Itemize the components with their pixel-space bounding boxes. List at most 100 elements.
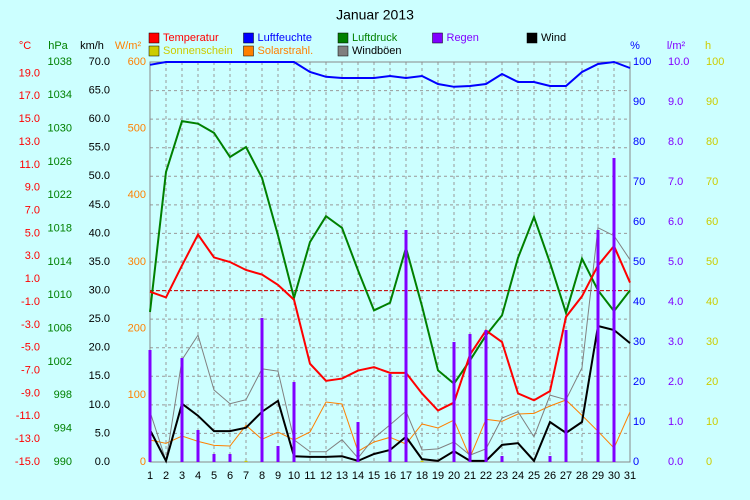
- y-tick-label: 19.0: [19, 67, 40, 79]
- y-tick-label: 1014: [48, 256, 72, 268]
- y-tick-label: 7.0: [668, 176, 683, 188]
- y-tick-label: 2.0: [668, 376, 683, 388]
- y-tick-label: 300: [128, 256, 146, 268]
- series-bar: [388, 374, 392, 462]
- y-tick-label: 15.0: [19, 113, 40, 125]
- series-bar: [196, 430, 200, 462]
- x-tick-label: 11: [304, 470, 315, 482]
- x-tick-label: 15: [368, 470, 380, 482]
- legend-swatch: [148, 45, 160, 57]
- x-tick-label: 18: [416, 470, 428, 482]
- y-tick-label: 50.0: [89, 170, 110, 182]
- legend-label: Luftfeuchte: [258, 32, 312, 44]
- series-bar: [244, 460, 248, 462]
- legend-label: Luftdruck: [352, 32, 398, 44]
- series-bar: [596, 230, 600, 462]
- legend-label: Regen: [447, 32, 479, 44]
- y-tick-label: 0.0: [668, 456, 683, 468]
- y-tick-label: 3.0: [25, 250, 40, 262]
- x-tick-label: 22: [480, 470, 492, 482]
- y-tick-label: 60: [633, 216, 645, 228]
- x-tick-label: 2: [163, 470, 169, 482]
- y-tick-label: 80: [706, 136, 718, 148]
- y-tick-label: -5.0: [21, 342, 40, 354]
- x-tick-label: 10: [288, 470, 300, 482]
- y-tick-label: -13.0: [15, 433, 40, 445]
- y-tick-label: 40: [706, 296, 718, 308]
- y-tick-label: 80: [633, 136, 645, 148]
- y-tick-label: 1006: [48, 323, 72, 335]
- y-tick-label: 1.0: [668, 416, 683, 428]
- y-tick-label: 1002: [48, 356, 72, 368]
- x-tick-label: 28: [576, 470, 588, 482]
- y-tick-label: 30.0: [89, 284, 110, 296]
- y-tick-label: 55.0: [89, 142, 110, 154]
- legend-swatch: [526, 32, 538, 44]
- x-tick-label: 25: [528, 470, 540, 482]
- y-tick-label: 400: [128, 189, 146, 201]
- y-tick-label: 9.0: [668, 96, 683, 108]
- y-tick-label: 5.0: [25, 227, 40, 239]
- y-tick-label: 7.0: [25, 204, 40, 216]
- series-bar: [500, 456, 504, 462]
- y-tick-label: 1.0: [25, 273, 40, 285]
- x-tick-label: 5: [211, 470, 217, 482]
- legend-swatch: [337, 45, 349, 57]
- series-bar: [420, 460, 424, 462]
- y-tick-label: 1010: [48, 289, 72, 301]
- y-tick-label: 5.0: [95, 427, 110, 439]
- legend-swatch: [243, 45, 254, 57]
- y-tick-label: -15.0: [15, 456, 40, 468]
- y-tick-label: 0: [706, 456, 712, 468]
- y-tick-label: 60: [706, 216, 718, 228]
- y-tick-label: 100: [633, 56, 651, 68]
- legend-label: Sonnenschein: [163, 45, 233, 57]
- y-tick-label: 40.0: [89, 227, 110, 239]
- y-tick-label: 10.0: [89, 399, 110, 411]
- x-tick-label: 8: [259, 470, 265, 482]
- legend-label: Solarstrahl.: [258, 45, 314, 57]
- y-tick-label: 3.0: [668, 336, 683, 348]
- axis-unit: °C: [19, 40, 31, 52]
- y-tick-label: 600: [128, 56, 146, 68]
- legend-swatch: [243, 32, 254, 44]
- x-tick-label: 3: [179, 470, 185, 482]
- legend-label: Windböen: [352, 45, 402, 57]
- series-bar: [468, 334, 472, 462]
- y-tick-label: 30: [633, 336, 645, 348]
- y-tick-label: 0: [140, 456, 146, 468]
- y-tick-label: 60.0: [89, 113, 110, 125]
- y-tick-label: 15.0: [89, 370, 110, 382]
- y-tick-label: 50: [633, 256, 645, 268]
- y-tick-label: 90: [633, 96, 645, 108]
- x-tick-label: 30: [608, 470, 620, 482]
- x-tick-label: 12: [320, 470, 332, 482]
- x-tick-label: 20: [448, 470, 460, 482]
- x-tick-label: 1: [147, 470, 153, 482]
- y-tick-label: 40: [633, 296, 645, 308]
- y-tick-label: 11.0: [19, 159, 40, 171]
- y-tick-label: 1022: [48, 189, 72, 201]
- y-tick-label: 500: [128, 123, 146, 135]
- y-tick-label: 1018: [48, 223, 72, 235]
- series-bar: [452, 342, 456, 462]
- y-tick-label: 70: [706, 176, 718, 188]
- y-tick-label: 9.0: [25, 182, 40, 194]
- y-tick-label: 0: [633, 456, 639, 468]
- y-tick-label: 998: [54, 389, 72, 401]
- legend-label: Wind: [541, 32, 566, 44]
- series-bar: [404, 230, 408, 462]
- axis-unit: h: [705, 40, 711, 52]
- series-bar: [148, 350, 152, 462]
- y-tick-label: 45.0: [89, 199, 110, 211]
- y-tick-label: 70: [633, 176, 645, 188]
- axis-unit: %: [630, 40, 640, 52]
- x-tick-label: 21: [464, 470, 476, 482]
- y-tick-label: 4.0: [668, 296, 683, 308]
- y-tick-label: 0.0: [95, 456, 110, 468]
- y-tick-label: 1034: [48, 89, 72, 101]
- series-bar: [548, 456, 552, 462]
- y-tick-label: 70.0: [89, 56, 110, 68]
- y-tick-label: 10: [706, 416, 718, 428]
